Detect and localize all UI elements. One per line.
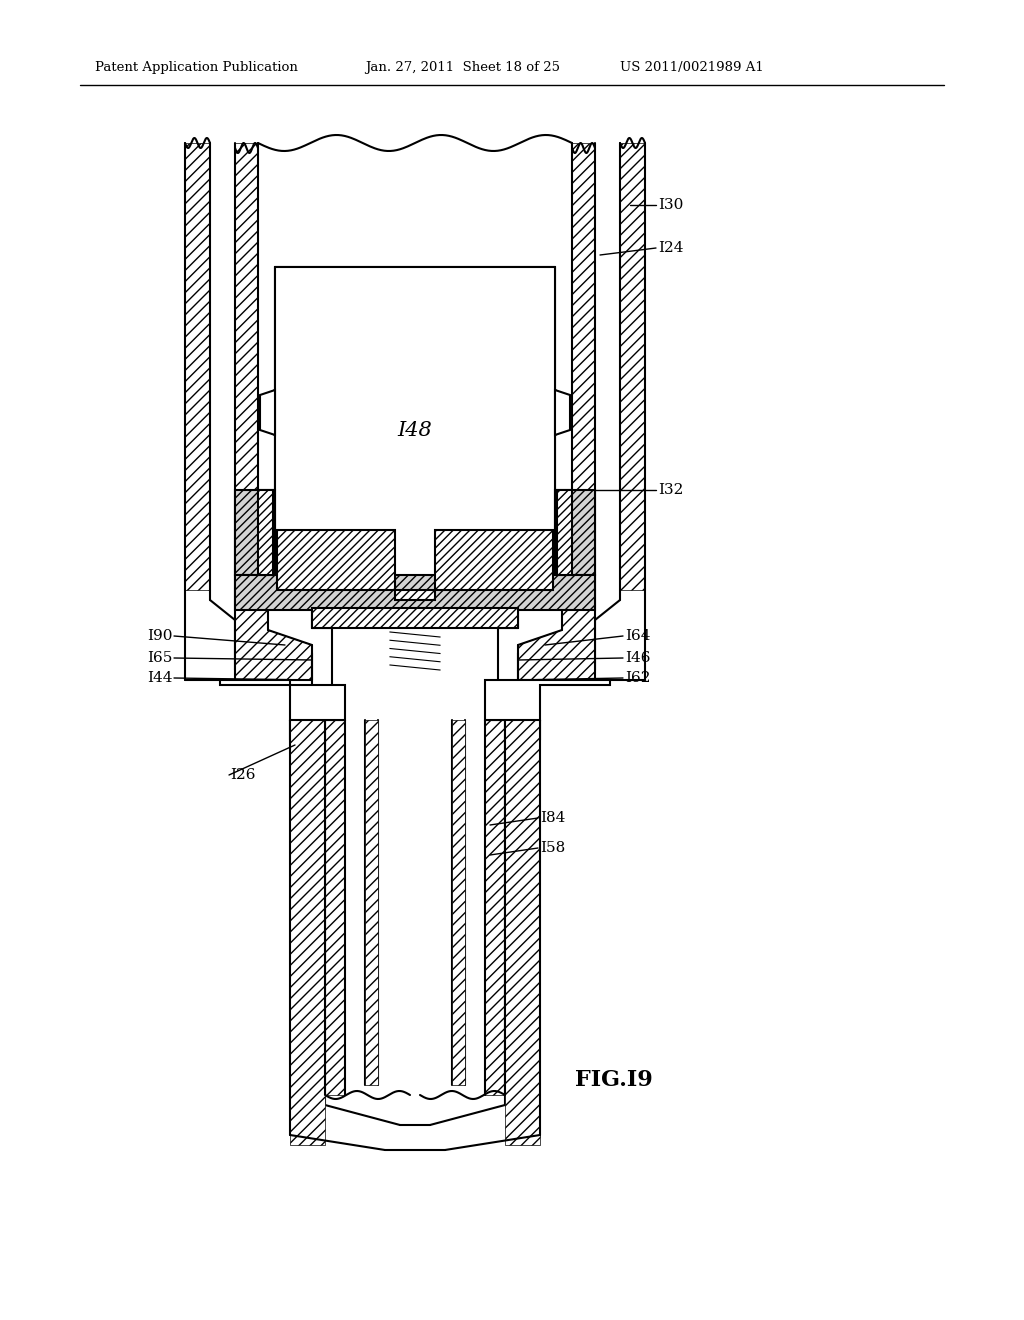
Polygon shape — [620, 143, 645, 590]
Polygon shape — [185, 143, 210, 590]
Polygon shape — [557, 490, 572, 576]
Text: I46: I46 — [625, 651, 650, 665]
Text: I44: I44 — [147, 671, 173, 685]
Text: US 2011/0021989 A1: US 2011/0021989 A1 — [620, 62, 764, 74]
Polygon shape — [365, 719, 378, 1085]
Text: I48: I48 — [397, 421, 432, 440]
Polygon shape — [485, 719, 505, 1096]
Polygon shape — [290, 719, 325, 1144]
Text: I30: I30 — [658, 198, 683, 213]
Polygon shape — [518, 590, 595, 680]
Bar — [275, 267, 555, 590]
Text: I64: I64 — [625, 630, 650, 643]
Text: I62: I62 — [625, 671, 650, 685]
Polygon shape — [220, 680, 345, 719]
Polygon shape — [452, 719, 465, 1085]
Text: I58: I58 — [540, 841, 565, 855]
Polygon shape — [325, 719, 345, 1096]
Text: Jan. 27, 2011  Sheet 18 of 25: Jan. 27, 2011 Sheet 18 of 25 — [365, 62, 560, 74]
Text: I24: I24 — [658, 242, 683, 255]
Polygon shape — [258, 490, 273, 576]
Text: I84: I84 — [540, 810, 565, 825]
Polygon shape — [234, 143, 258, 590]
Polygon shape — [555, 490, 595, 576]
Polygon shape — [572, 143, 595, 590]
Polygon shape — [234, 590, 312, 680]
Text: I26: I26 — [230, 768, 256, 781]
Text: Patent Application Publication: Patent Application Publication — [95, 62, 298, 74]
Text: I32: I32 — [658, 483, 683, 498]
Polygon shape — [485, 680, 610, 719]
Polygon shape — [278, 531, 553, 601]
Polygon shape — [555, 389, 570, 436]
Polygon shape — [260, 389, 275, 436]
Polygon shape — [505, 719, 540, 1144]
Text: I65: I65 — [147, 651, 173, 665]
Polygon shape — [312, 609, 518, 628]
Text: I90: I90 — [147, 630, 173, 643]
Bar — [234, 576, 595, 610]
Text: FIG.I9: FIG.I9 — [575, 1069, 652, 1092]
Polygon shape — [234, 490, 275, 576]
